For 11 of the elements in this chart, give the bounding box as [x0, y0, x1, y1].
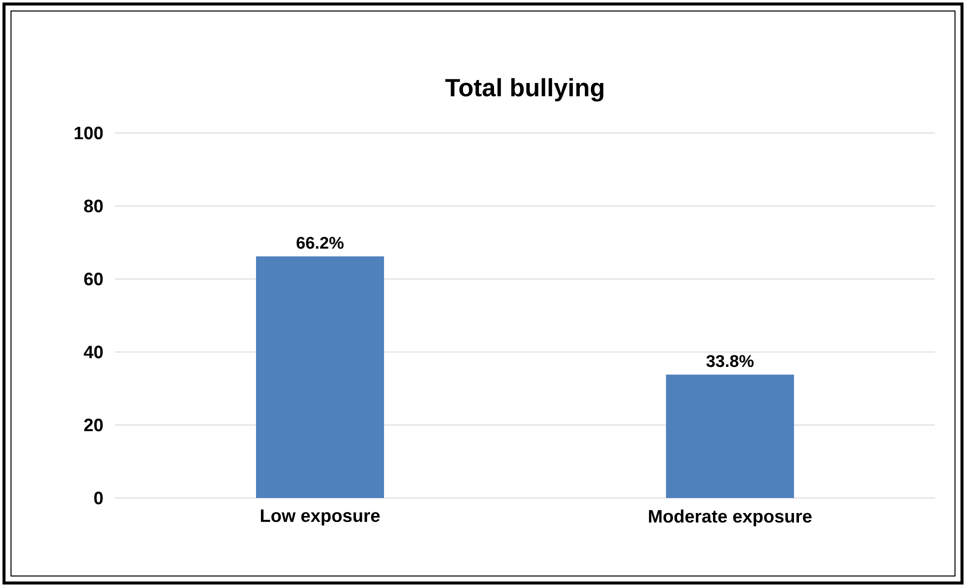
x-tick-label: Moderate exposure: [649, 510, 812, 526]
data-label: 66.2%: [296, 236, 344, 249]
y-tick-label: 60: [84, 272, 103, 286]
y-tick-label: 0: [94, 492, 103, 504]
chart-title: Total bullying: [445, 78, 604, 102]
y-tick-label: 40: [84, 346, 103, 358]
y-tick-label: 20: [84, 418, 103, 432]
y-tick-label: 100: [74, 126, 103, 140]
x-tick-label: Low exposure: [260, 510, 380, 526]
data-label: 33.8%: [706, 355, 754, 368]
y-tick-label: 80: [84, 200, 103, 212]
